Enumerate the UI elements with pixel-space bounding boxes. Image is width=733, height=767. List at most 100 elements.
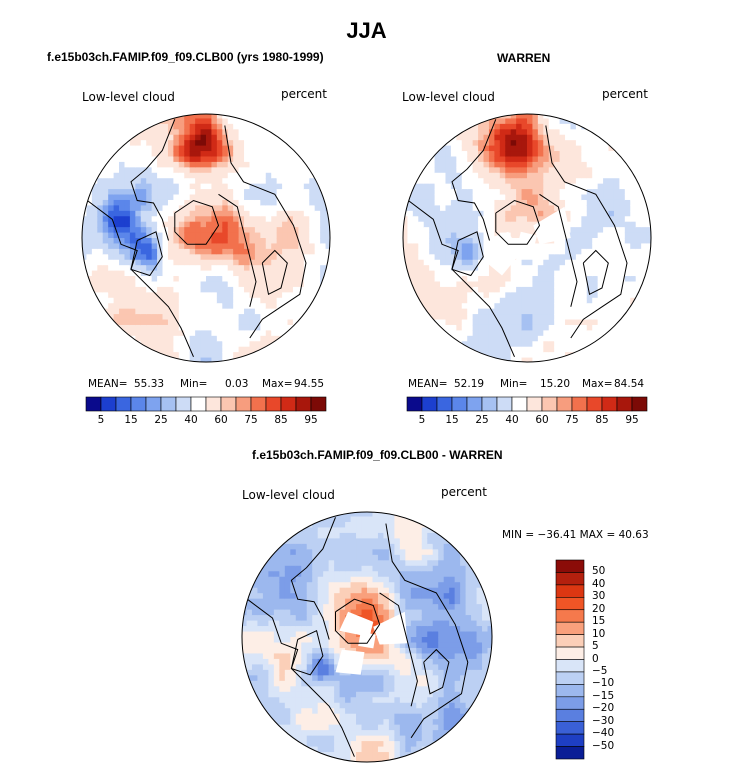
panel2-colorbar — [406, 396, 648, 412]
panel2-map-coastline — [495, 199, 541, 245]
colorbar-tick-label: 40 — [505, 414, 519, 426]
colorbar-swatch — [555, 584, 585, 598]
colorbar-swatch — [586, 396, 603, 412]
colorbar-swatch — [555, 696, 585, 710]
panel3-map-coastline — [335, 598, 381, 644]
colorbar-swatch — [555, 572, 585, 586]
colorbar-swatch — [555, 646, 585, 660]
panel2-field-label: Low-level cloud — [402, 90, 495, 104]
colorbar-tick-label: −40 — [592, 727, 615, 740]
panel1-map-coastline — [130, 231, 163, 277]
colorbar-swatch — [451, 396, 468, 412]
colorbar-swatch — [205, 396, 222, 412]
colorbar-tick-label: 25 — [154, 414, 168, 426]
panel1-field-label: Low-level cloud — [82, 90, 175, 104]
colorbar-swatch — [555, 684, 585, 698]
panel1-max-label: Max= — [262, 378, 293, 390]
colorbar-swatch — [145, 396, 162, 412]
panel2-mean-value: 52.19 — [454, 378, 485, 390]
colorbar-tick-label: 95 — [625, 414, 639, 426]
colorbar-swatch — [555, 733, 585, 747]
panel2-map-coastline — [545, 125, 628, 339]
colorbar-swatch — [555, 746, 585, 760]
colorbar-swatch — [100, 396, 117, 412]
panel3-map-coastlines — [247, 517, 469, 757]
panel1-map-coastline — [261, 249, 288, 296]
panel3-map-border — [241, 511, 493, 763]
colorbar-tick-label: 15 — [592, 615, 606, 628]
panel3-title: f.e15b03ch.FAMIP.f09_f09.CLB00 - WARREN — [252, 448, 503, 462]
colorbar-swatch — [555, 559, 585, 573]
panel3-map-coastline — [290, 629, 324, 676]
colorbar-swatch — [555, 621, 585, 635]
colorbar-tick-label: 60 — [535, 414, 549, 426]
colorbar-swatch — [555, 671, 585, 685]
colorbar-tick-label: 60 — [214, 414, 228, 426]
colorbar-swatch — [511, 396, 528, 412]
panel2-title: WARREN — [497, 51, 551, 65]
colorbar-tick-label: 25 — [475, 414, 489, 426]
colorbar-swatch — [160, 396, 177, 412]
colorbar-tick-label: 20 — [592, 602, 606, 615]
panel3-map-coastline — [423, 648, 450, 695]
colorbar-swatch — [85, 396, 102, 412]
panel2-map-border — [402, 113, 652, 363]
colorbar-swatch — [571, 396, 588, 412]
panel2-max-label: Max= — [582, 378, 613, 390]
colorbar-swatch — [496, 396, 513, 412]
colorbar-swatch — [220, 396, 237, 412]
panel2-map-missing-area — [487, 231, 521, 276]
panel2-map-coastline — [582, 249, 609, 296]
colorbar-swatch — [555, 708, 585, 722]
colorbar-tick-label: −15 — [592, 689, 615, 702]
panel2-map-coastline — [451, 231, 484, 277]
colorbar-swatch — [190, 396, 207, 412]
panel2-mean-label: MEAN= — [408, 378, 448, 390]
colorbar-tick-label: 75 — [244, 414, 258, 426]
panel1-map-coastline — [174, 199, 220, 245]
panel1-min-value: 0.03 — [225, 378, 249, 390]
colorbar-swatch — [555, 659, 585, 673]
colorbar-tick-label: 10 — [592, 627, 606, 640]
panel2-polar-map — [402, 113, 652, 363]
colorbar-swatch — [526, 396, 543, 412]
panel2-map-coastlines — [407, 119, 628, 357]
colorbar-swatch — [250, 396, 267, 412]
panel2-units-label: percent — [602, 87, 648, 101]
colorbar-tick-label: −20 — [592, 702, 615, 715]
panel2-max-value: 84.54 — [614, 378, 645, 390]
panel1-colorbar — [85, 396, 327, 412]
panel1-mean-value: 55.33 — [134, 378, 165, 390]
panel3-units-label: percent — [441, 485, 487, 499]
colorbar-tick-label: 0 — [592, 652, 599, 665]
panel1-map-border — [81, 113, 331, 363]
colorbar-swatch — [481, 396, 498, 412]
panel2-map-coastline — [539, 193, 578, 307]
colorbar-swatch — [466, 396, 483, 412]
colorbar-swatch — [436, 396, 453, 412]
colorbar-swatch — [310, 396, 327, 412]
panel2-map-coastline — [451, 119, 497, 241]
colorbar-swatch — [555, 634, 585, 648]
colorbar-swatch — [555, 597, 585, 611]
panel1-polar-map — [81, 113, 331, 363]
colorbar-tick-label: 15 — [445, 414, 459, 426]
panel2-map-missing-area — [533, 206, 571, 245]
panel3-map-coastline — [379, 592, 418, 707]
panel3-field-label: Low-level cloud — [242, 488, 335, 502]
colorbar-swatch — [616, 396, 633, 412]
colorbar-swatch — [421, 396, 438, 412]
colorbar-tick-label: −10 — [592, 677, 615, 690]
colorbar-tick-label: 95 — [304, 414, 318, 426]
panel1-min-label: Min= — [180, 378, 208, 390]
colorbar-tick-label: 5 — [418, 414, 426, 426]
panel3-map-missing-area — [339, 611, 374, 637]
colorbar-tick-label: 5 — [97, 414, 105, 426]
colorbar-swatch — [601, 396, 618, 412]
colorbar-swatch — [555, 721, 585, 735]
colorbar-swatch — [130, 396, 147, 412]
panel1-map-field — [82, 114, 330, 362]
panel1-map-coastline — [130, 119, 176, 241]
colorbar-swatch — [115, 396, 132, 412]
colorbar-tick-label: 50 — [592, 565, 606, 578]
